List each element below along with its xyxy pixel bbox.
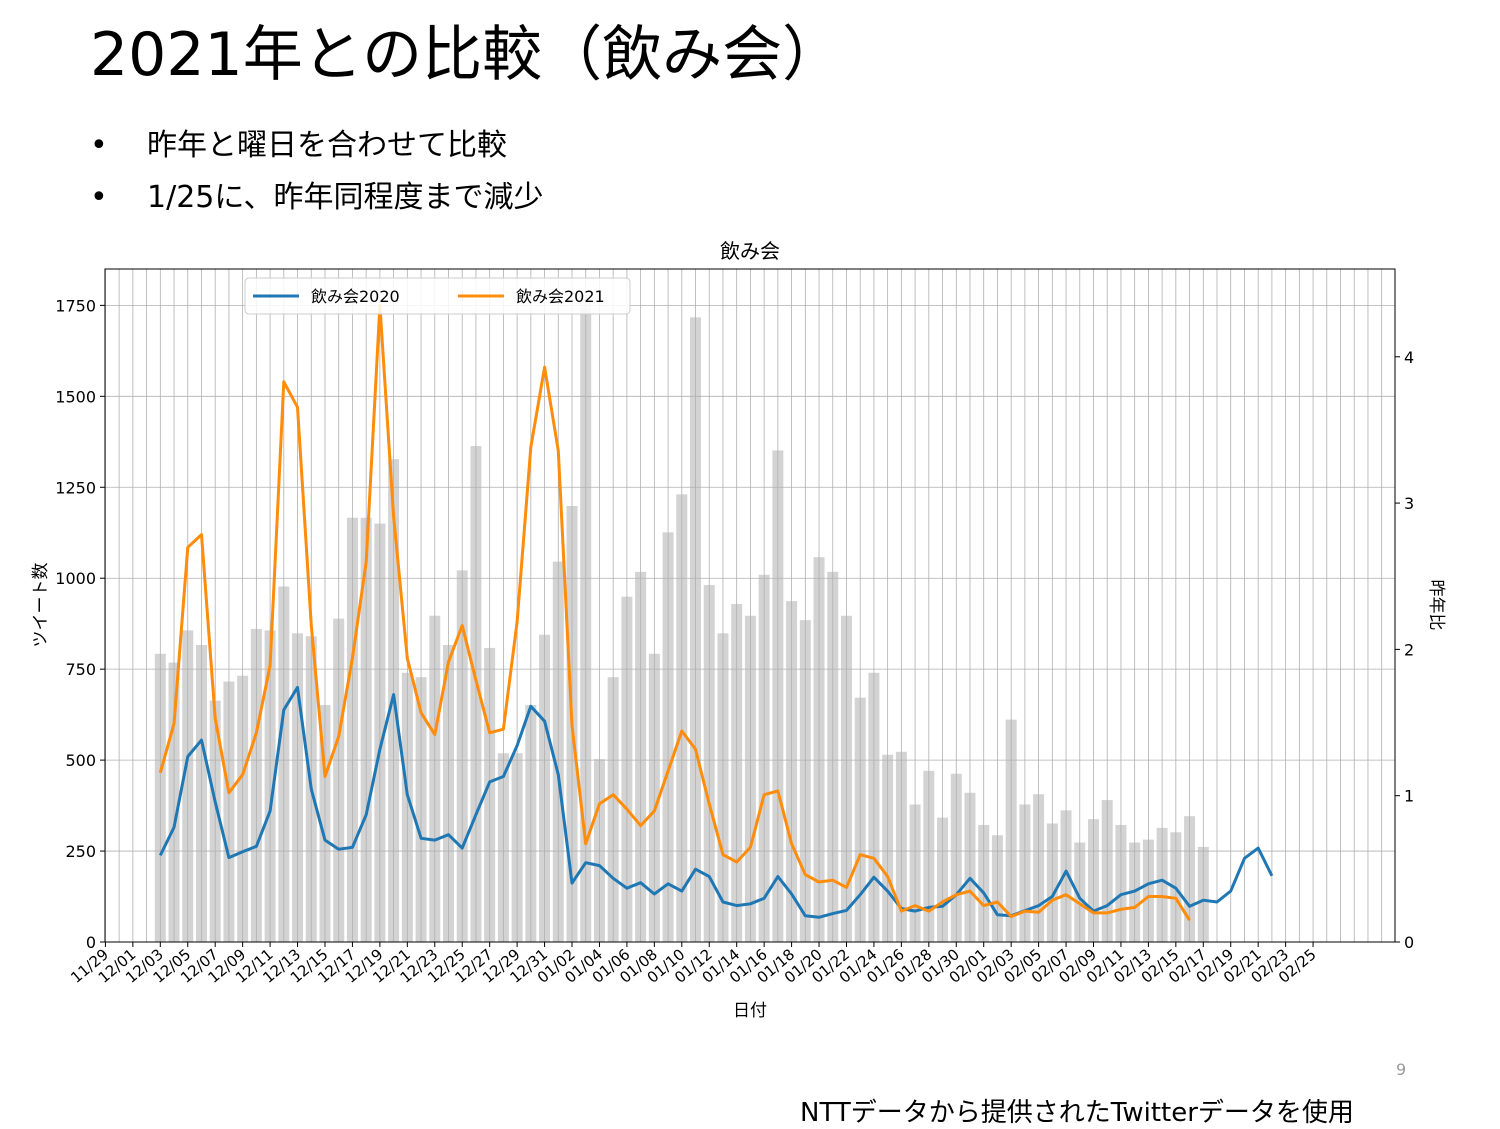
y2-tick-label: 4	[1404, 348, 1414, 367]
legend-label: 飲み会2021	[516, 287, 605, 306]
page-number: 9	[1396, 1060, 1407, 1079]
tweet-comparison-chart: 025050075010001250150017500123411/2912/0…	[31, 239, 1446, 1021]
y-tick-label: 1750	[55, 296, 96, 315]
x-axis-label: 日付	[733, 1001, 767, 1021]
plot-frame	[104, 268, 1396, 943]
legend-box	[244, 277, 631, 315]
y-tick-label: 0	[86, 933, 96, 952]
y-tick-label: 250	[65, 842, 96, 861]
y-tick-label: 500	[65, 751, 96, 770]
y2-tick-label: 2	[1404, 640, 1414, 659]
bullet-item: 昨年と曜日を合わせて比較	[90, 120, 543, 172]
y-tick-label: 750	[65, 660, 96, 679]
y-tick-label: 1000	[55, 569, 96, 588]
bullet-list: 昨年と曜日を合わせて比較 1/25に、昨年同程度まで減少	[90, 120, 543, 224]
y-axis-label: ツイート数	[31, 563, 51, 648]
series-line	[158, 303, 1191, 921]
chart-title: 飲み会	[720, 239, 780, 263]
chart-legend: 飲み会2020 飲み会2021	[244, 277, 631, 315]
bullet-item: 1/25に、昨年同程度まで減少	[90, 172, 543, 224]
y-tick-label: 1250	[55, 478, 96, 497]
y2-tick-label: 3	[1404, 494, 1414, 513]
y2-tick-label: 0	[1404, 933, 1414, 952]
series-line	[158, 685, 1274, 919]
footer-note: NTTデータから提供されたTwitterデータを使用	[800, 1098, 1354, 1128]
slide-title: 2021年との比較（飲み会）	[90, 20, 843, 90]
series-lines	[158, 303, 1274, 921]
y2-tick-label: 1	[1404, 787, 1414, 806]
y-tick-label: 1500	[55, 387, 96, 406]
y2-axis-label: 昨年比	[1426, 580, 1446, 631]
legend-label: 飲み会2020	[311, 287, 400, 306]
